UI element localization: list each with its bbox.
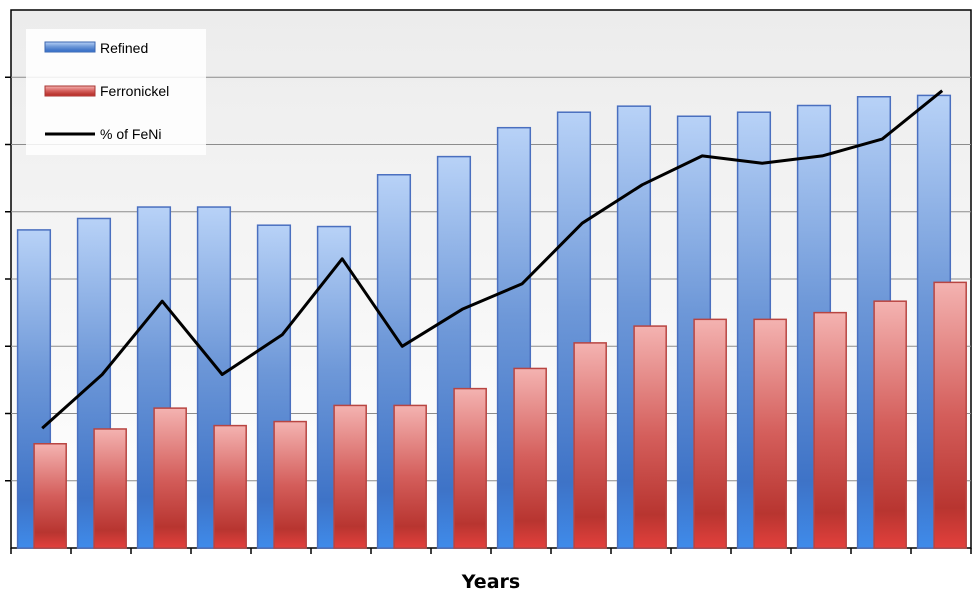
bar-ferronickel xyxy=(213,424,247,549)
x-axis-title: Years xyxy=(461,571,520,593)
bar-ferronickel xyxy=(693,318,727,549)
legend-swatch-refined xyxy=(44,41,96,53)
bar-ferronickel xyxy=(333,404,367,549)
legend: Refined Ferronickel % of FeNi xyxy=(26,29,206,155)
legend-label-refined: Refined xyxy=(100,40,148,56)
legend-label-feni: % of FeNi xyxy=(100,126,161,142)
line-feni-percent xyxy=(41,89,944,430)
bar-ferronickel xyxy=(633,325,667,549)
bar-ferronickel xyxy=(453,387,487,549)
bar-ferronickel xyxy=(153,407,187,549)
bar-ferronickel xyxy=(393,404,427,549)
line-series xyxy=(41,89,944,430)
axis-ticks xyxy=(5,76,972,554)
legend-label-ferronickel: Ferronickel xyxy=(100,83,169,99)
bars xyxy=(16,94,967,549)
bar-ferronickel xyxy=(33,443,67,549)
bar-ferronickel xyxy=(813,311,847,549)
bar-ferronickel xyxy=(753,318,787,549)
bar-ferronickel xyxy=(273,420,307,549)
bar-ferronickel xyxy=(873,300,907,549)
bar-ferronickel xyxy=(573,342,607,549)
bar-ferronickel xyxy=(513,367,547,549)
legend-swatch-ferronickel xyxy=(44,85,96,97)
bar-ferronickel xyxy=(93,428,127,549)
bar-ferronickel xyxy=(933,281,967,549)
